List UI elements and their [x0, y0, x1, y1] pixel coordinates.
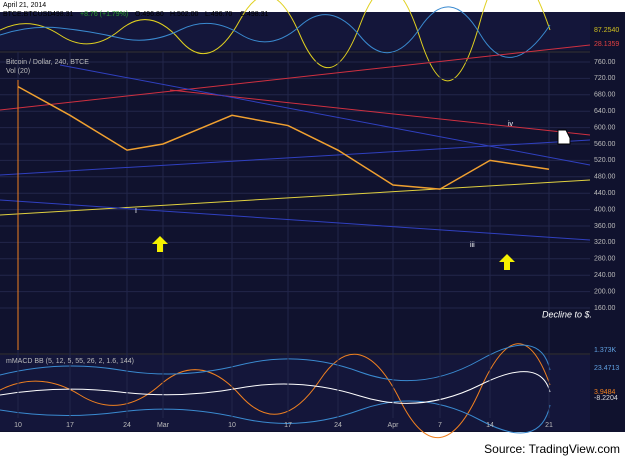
side-label: 23.4713: [594, 365, 619, 372]
price-line: [17, 85, 550, 190]
macd-signal: [0, 371, 551, 404]
y-tick-label: 760.00: [594, 59, 616, 66]
trend-line: [59, 64, 591, 166]
trend-line: [0, 199, 591, 241]
arrow-up: [499, 254, 515, 270]
last: 498.31: [52, 11, 74, 18]
x-tick-label: Apr: [388, 422, 400, 429]
side-label: 3.9484: [594, 389, 616, 396]
oscillator-line: [0, 6, 551, 58]
x-tick-label: 24: [123, 422, 131, 429]
hand-icon: [557, 129, 571, 145]
source: Source: TradingView.com: [484, 442, 620, 456]
date: April 21, 2014: [3, 2, 46, 9]
y-tick-label: 160.00: [594, 305, 616, 312]
macd-band: [0, 400, 551, 434]
annotation: I: [135, 208, 137, 215]
trend-line: [169, 89, 591, 136]
x-tick-label: 21: [545, 422, 553, 429]
macd-line: [0, 343, 551, 439]
side-label: 28.1359: [594, 41, 619, 48]
side-label: 1.373K: [594, 347, 617, 354]
y-tick-label: 440.00: [594, 190, 616, 197]
annotation: iii: [470, 242, 475, 249]
y-tick-label: 560.00: [594, 141, 616, 148]
ticker: BTCE:BTCUSD: [3, 11, 52, 18]
side-label: 87.2540: [594, 27, 619, 34]
y-tick-label: 240.00: [594, 272, 616, 279]
trend-line: [0, 44, 591, 111]
trend-line: [0, 139, 591, 176]
open: O:496.80: [135, 11, 164, 18]
x-tick-label: 10: [228, 422, 236, 429]
y-tick-label: 320.00: [594, 239, 616, 246]
y-tick-label: 640.00: [594, 108, 616, 115]
low: L:496.70: [205, 11, 232, 18]
y-tick-label: 720.00: [594, 75, 616, 82]
x-tick-label: 17: [66, 422, 74, 429]
change: +8.76 (+1.79%): [80, 11, 128, 18]
y-tick-label: 480.00: [594, 174, 616, 181]
oscillator-line: [0, 0, 551, 82]
x-tick-label: 7: [438, 422, 442, 429]
high: H:502.00: [170, 11, 199, 18]
y-tick-label: 600.00: [594, 124, 616, 131]
annotation: iv: [508, 121, 514, 128]
x-tick-label: 24: [334, 422, 342, 429]
macd-band: [0, 344, 551, 382]
annotation: Decline to $.: [542, 309, 592, 319]
y-tick-label: 680.00: [594, 92, 616, 99]
trend-line: [0, 179, 591, 216]
volume-label: Vol (20): [6, 68, 30, 75]
x-tick-label: 14: [486, 422, 494, 429]
top-panel: [0, 12, 590, 50]
y-tick-label: 280.00: [594, 256, 616, 263]
indicator-label: mMACD BB (5, 12, 5, 55, 26, 2, 1.6, 144): [6, 358, 134, 365]
close: C:498.31: [240, 11, 269, 18]
x-tick-label: 10: [14, 422, 22, 429]
x-tick-label: 17: [284, 422, 292, 429]
y-tick-label: 360.00: [594, 223, 616, 230]
chart-title: Bitcoin / Dollar, 240, BTCE: [6, 59, 89, 66]
side-label: -8.2204: [594, 395, 618, 402]
y-tick-label: 520.00: [594, 157, 616, 164]
x-tick-label: Mar: [157, 422, 170, 429]
y-tick-label: 400.00: [594, 206, 616, 213]
arrow-up: [152, 236, 168, 252]
y-tick-label: 200.00: [594, 288, 616, 295]
